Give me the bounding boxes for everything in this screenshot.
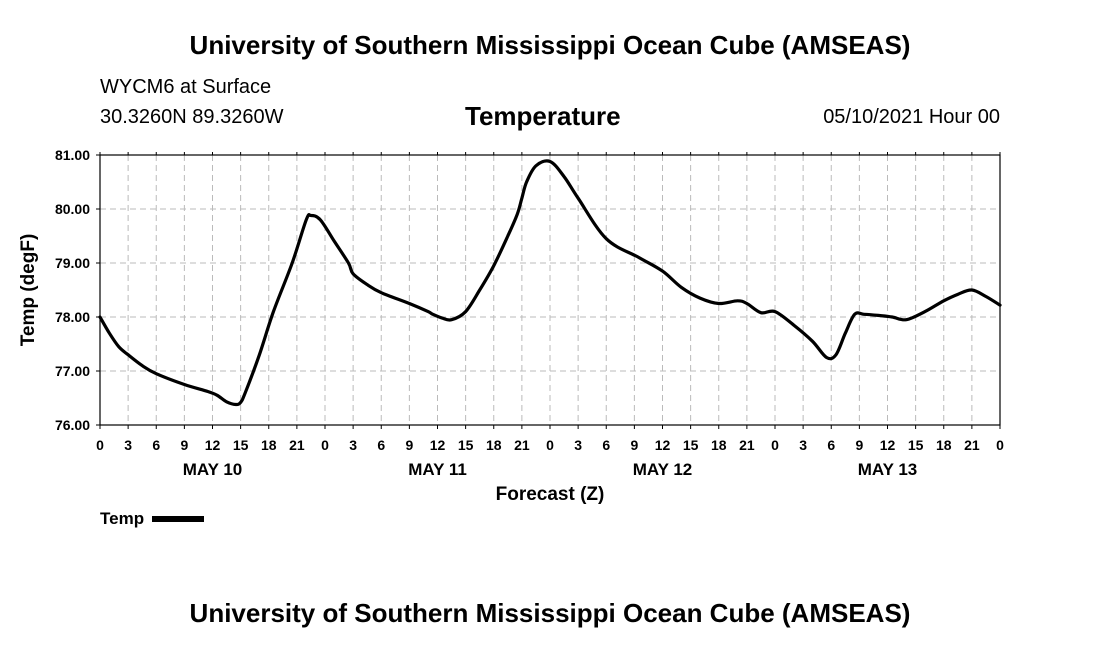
axis-layer: 76.00 77.00 78.00 79.00 80.00 81.00 0 3 6 9 12 15 18… (55, 147, 1004, 479)
legend: Temp (100, 509, 205, 529)
x-tick-label: 12 (205, 437, 221, 453)
grid-layer (99, 154, 1001, 426)
date-label: MAY 13 (858, 460, 918, 479)
x-tick-label: 6 (152, 437, 160, 453)
x-tick-label: 3 (124, 437, 132, 453)
y-tick-label: 80.00 (55, 201, 90, 217)
x-tick-label: 21 (739, 437, 755, 453)
x-tick-label: 15 (233, 437, 249, 453)
x-tick-label: 15 (683, 437, 699, 453)
x-tick-label: 9 (855, 437, 863, 453)
plot-frame (99, 154, 1001, 426)
legend-label: Temp (100, 509, 145, 528)
x-tick-label: 0 (771, 437, 779, 453)
legend-swatch (152, 516, 205, 522)
date-label: MAY 12 (633, 460, 693, 479)
x-tick-label: 0 (321, 437, 329, 453)
y-tick-label: 79.00 (55, 255, 90, 271)
date-label: MAY 10 (183, 460, 243, 479)
footer-title: University of Southern Mississippi Ocean… (189, 598, 911, 628)
y-tick-label: 78.00 (55, 309, 90, 325)
x-tick-label: 3 (574, 437, 582, 453)
x-tick-label: 0 (96, 437, 104, 453)
x-axis-label: Forecast (Z) (496, 484, 605, 505)
x-tick-label: 9 (630, 437, 638, 453)
series-layer (98, 159, 1002, 407)
x-tick-label: 12 (880, 437, 896, 453)
x-tick-label: 6 (827, 437, 835, 453)
x-tick-label: 0 (546, 437, 554, 453)
coordinates-label: 30.3260N 89.3260W (100, 106, 284, 128)
y-tick-label: 76.00 (55, 417, 90, 433)
x-tick-label: 0 (996, 437, 1004, 453)
x-tick-label: 12 (430, 437, 446, 453)
station-label: WYCM6 at Surface (100, 76, 272, 98)
date-label: MAY 11 (408, 460, 467, 479)
chart-title: Temperature (465, 101, 621, 131)
temp-series-line (98, 159, 1002, 407)
header-title: University of Southern Mississippi Ocean… (189, 30, 911, 60)
x-tick-label: 21 (289, 437, 305, 453)
x-tick-label: 18 (486, 437, 502, 453)
x-tick-label: 6 (602, 437, 610, 453)
x-tick-label: 15 (458, 437, 474, 453)
x-tick-label: 12 (655, 437, 671, 453)
x-tick-label: 9 (180, 437, 188, 453)
x-tick-label: 15 (908, 437, 924, 453)
x-tick-label: 21 (964, 437, 980, 453)
x-tick-label: 18 (936, 437, 952, 453)
y-tick-label: 81.00 (55, 147, 90, 163)
forecast-date-label: 05/10/2021 Hour 00 (823, 106, 1000, 128)
x-tick-label: 18 (711, 437, 727, 453)
x-tick-label: 6 (377, 437, 385, 453)
y-axis-label: Temp (degF) (18, 234, 39, 347)
x-tick-label: 21 (514, 437, 530, 453)
y-tick-label: 77.00 (55, 363, 90, 379)
x-tick-label: 18 (261, 437, 277, 453)
x-tick-label: 3 (799, 437, 807, 453)
x-tick-label: 9 (405, 437, 413, 453)
x-tick-label: 3 (349, 437, 357, 453)
